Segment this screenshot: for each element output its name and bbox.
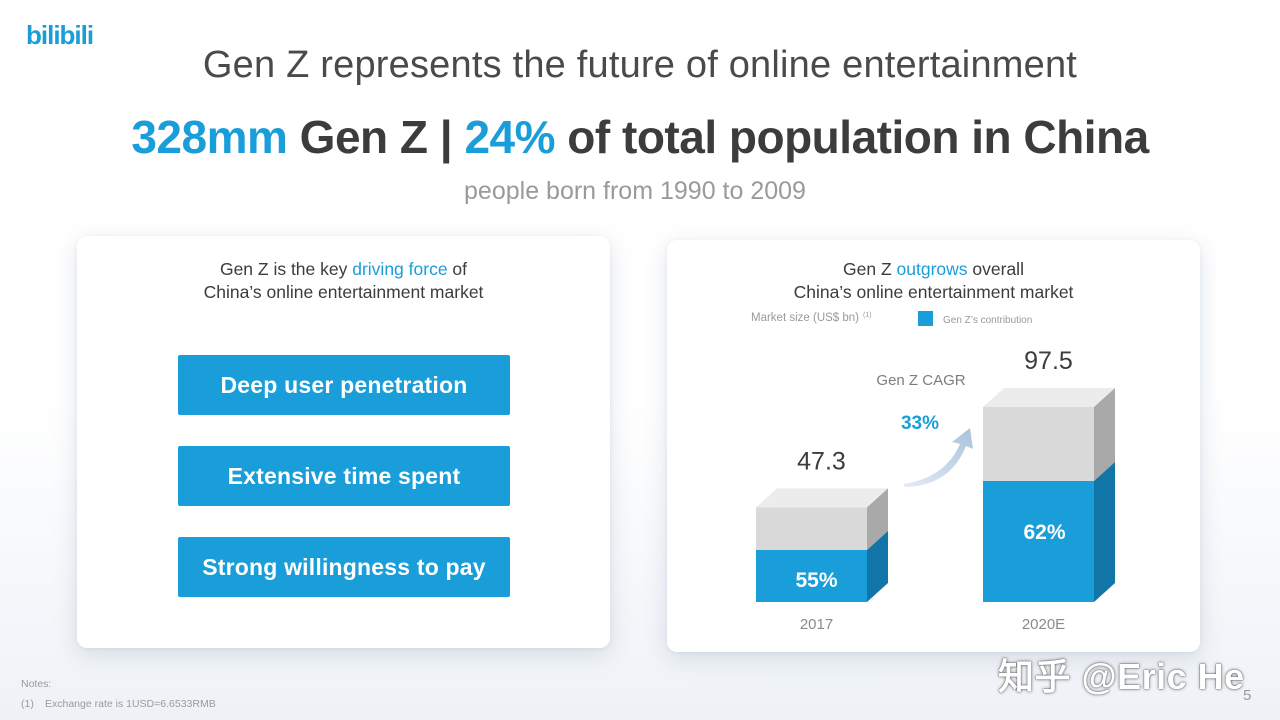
bar-side-genz <box>867 531 888 602</box>
notes-heading: Notes: <box>21 678 52 690</box>
slide-subtitle: Gen Z represents the future of online en… <box>202 44 1078 86</box>
driving-force-panel: Gen Z is the key driving force of China’… <box>77 236 610 648</box>
bar-top-face <box>756 488 888 508</box>
cagr-value: 33% <box>901 413 939 434</box>
y-axis-label: Market size (US$ bn) (1) <box>751 312 872 324</box>
extensive-time-spent-box: Extensive time spent <box>178 446 510 506</box>
cagr-label: Gen Z CAGR <box>876 372 965 389</box>
page-number: 5 <box>1243 687 1252 704</box>
title-highlight: outgrows <box>896 259 968 279</box>
watermark: 知乎 @Eric He <box>998 656 1245 697</box>
bar-total-label: 47.3 <box>797 447 846 475</box>
growth-arrow-icon <box>903 428 973 487</box>
bar-top-face <box>983 388 1115 407</box>
footnotes: Notes: (1) Exchange rate is 1USD=6.6533RM… <box>21 674 216 714</box>
deep-user-penetration-box: Deep user penetration <box>178 355 510 415</box>
note-text: Exchange rate is 1USD=6.6533RMB <box>45 698 216 710</box>
birth-range-note: people born from 1990 to 2009 <box>464 177 806 205</box>
bar-total-label: 97.5 <box>1024 347 1073 375</box>
bar-share-label: 55% <box>795 569 837 592</box>
bar-segment-other <box>983 407 1094 481</box>
title-text: overall <box>967 259 1024 279</box>
svg-text:bilibili: bilibili <box>26 20 93 50</box>
bar-segment-other <box>756 507 867 550</box>
bar-segment-genz <box>756 550 867 602</box>
headline-genz-count: 328mm <box>131 111 288 163</box>
title-text: Gen Z is the key <box>219 259 353 279</box>
slide-headline: 328mm Gen Z | 24% of total population in… <box>0 110 1280 164</box>
headline-rest: of total population in China <box>555 111 1149 163</box>
driving-force-title: Gen Z is the key driving force of China’… <box>77 258 610 304</box>
headline-percentage: 24% <box>464 111 556 163</box>
note-number: (1) <box>21 698 34 710</box>
bilibili-logo: bilibili <box>26 20 94 50</box>
bar-side-other <box>867 488 888 550</box>
legend-label: Gen Z’s contribution <box>943 315 1032 326</box>
title-text-line2: China’s online entertainment market <box>793 282 1074 302</box>
market-chart-title: Gen Z outgrows overall China’s online en… <box>667 258 1200 304</box>
headline-genz-text: Gen Z | <box>287 111 465 163</box>
willingness-to-pay-box: Strong willingness to pay <box>178 537 510 597</box>
title-highlight: driving force <box>352 259 448 279</box>
x-category-label: 2020E <box>1022 616 1065 633</box>
note-item: (1) Exchange rate is 1USD=6.6533RMB <box>21 694 216 714</box>
bar-segment-genz <box>983 481 1094 602</box>
bar-side-other <box>1094 388 1115 481</box>
title-text-line2: China’s online entertainment market <box>203 282 484 302</box>
bar-side-genz <box>1094 462 1115 602</box>
bars-layer: 47.3 55% 2017 97.5 62% 2020E <box>756 347 1115 633</box>
legend-swatch <box>918 311 933 326</box>
x-category-label: 2017 <box>800 616 833 633</box>
title-text: of <box>447 259 468 279</box>
title-text: Gen Z <box>843 259 897 279</box>
bar-share-label: 62% <box>1023 521 1065 544</box>
